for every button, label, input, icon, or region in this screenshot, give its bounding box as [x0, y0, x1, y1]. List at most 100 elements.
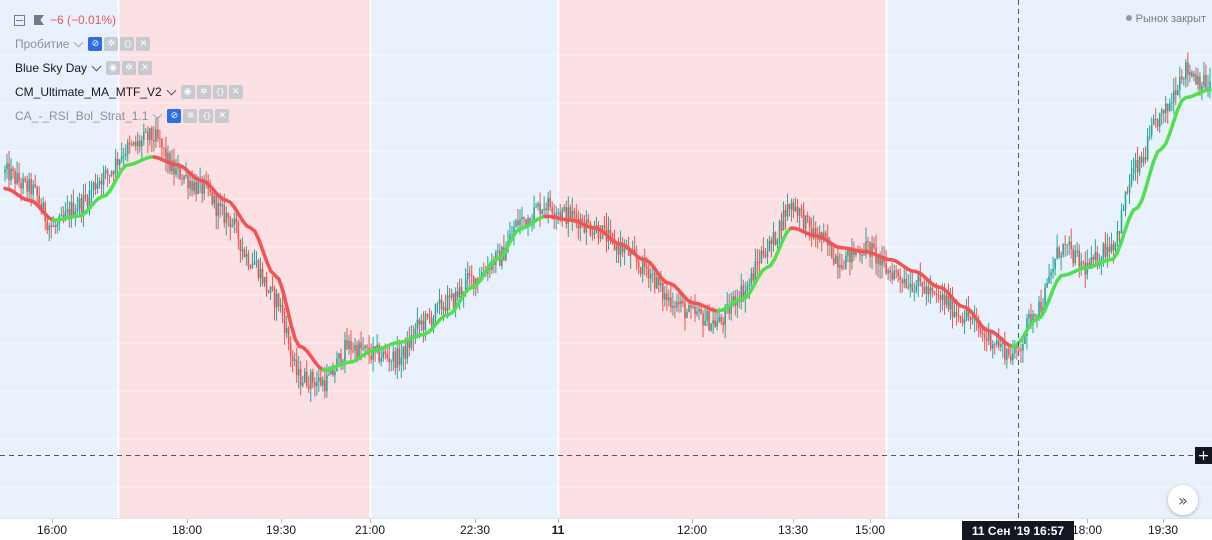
indicator-name[interactable]: CA_-_RSI_Bol_Strat_1.1 [15, 109, 149, 123]
candle-body [444, 307, 447, 312]
candle-body [68, 209, 71, 219]
ma-segment [1163, 131, 1172, 146]
candle-body [370, 355, 372, 360]
gear-icon[interactable]: ✲ [196, 85, 211, 99]
candle-body [778, 221, 781, 240]
ma-segment [1043, 298, 1051, 313]
candle-body [448, 295, 451, 298]
candle-body [1114, 242, 1117, 251]
candle-body [1028, 313, 1030, 319]
chevron-down-icon[interactable] [73, 37, 84, 48]
time-tick-label: 19:30 [1147, 523, 1179, 537]
candle-body [744, 291, 747, 300]
candle-body [1164, 103, 1167, 114]
candle-body [320, 377, 322, 386]
candle-body [899, 276, 902, 280]
candle-body [768, 240, 771, 252]
session-band [118, 0, 370, 518]
candle-body [987, 332, 990, 341]
indicator-name[interactable]: CM_Ultimate_MA_MTF_V2 [15, 85, 162, 99]
candle-body [869, 241, 871, 257]
candle-body [100, 180, 103, 185]
candle-body [621, 243, 624, 252]
candle-body [523, 217, 525, 220]
candle-body [283, 315, 286, 333]
candle-body [318, 377, 320, 382]
candle-body [537, 203, 539, 207]
price-chart[interactable] [0, 0, 1212, 518]
gear-icon[interactable]: ✲ [183, 109, 198, 123]
candle-body [1034, 314, 1036, 316]
collapse-icon[interactable] [14, 14, 25, 26]
eye-icon[interactable]: ◉ [180, 85, 195, 99]
close-icon[interactable]: ✕ [228, 85, 243, 99]
candle-body [655, 277, 658, 289]
eye-off-icon[interactable]: ⊘ [167, 109, 182, 123]
candle-body [388, 357, 391, 362]
candle-body [752, 273, 755, 281]
candle-body [259, 268, 262, 279]
candle-body [945, 295, 948, 305]
close-icon[interactable]: ✕ [136, 37, 151, 51]
candle-body [138, 140, 141, 147]
candle-body [390, 360, 393, 362]
candle-body [197, 182, 199, 194]
candle-body [949, 295, 952, 310]
candle-body [328, 374, 330, 376]
chevron-down-icon[interactable] [166, 85, 177, 96]
chevron-down-icon[interactable] [91, 61, 102, 72]
time-axis[interactable]: 16:00 18:00 19:30 21:00 22:30 11 12:00 13:30 15:… [0, 518, 1212, 540]
close-icon[interactable]: ✕ [138, 61, 153, 75]
indicator-name[interactable]: Blue Sky Day [15, 61, 88, 75]
scroll-to-realtime-button[interactable]: » [1168, 485, 1198, 515]
price-change: −6 (−0.01%) [50, 13, 117, 27]
flag-icon[interactable] [34, 15, 44, 25]
candle-body [311, 371, 314, 383]
close-icon[interactable]: ✕ [215, 109, 230, 123]
candle-body [1062, 243, 1064, 256]
candle-body [1070, 241, 1072, 250]
candle-body [1120, 210, 1123, 234]
candle-body [171, 160, 173, 172]
candle-body [253, 262, 256, 265]
candle-body [94, 182, 97, 189]
chevron-down-icon[interactable] [152, 109, 163, 120]
candle-body [1108, 246, 1111, 252]
candle-body [277, 293, 280, 307]
candle-body [547, 197, 549, 211]
indicator-name[interactable]: Пробитие [15, 37, 70, 51]
eye-off-icon[interactable]: ⊘ [88, 37, 103, 51]
candle-body [372, 346, 374, 360]
candle-body [1082, 261, 1085, 263]
candle-body [1128, 184, 1131, 193]
gear-icon[interactable]: ✲ [122, 61, 137, 75]
candle-body [1068, 241, 1070, 245]
candle-body [408, 340, 411, 348]
session-band [370, 0, 558, 518]
gear-icon[interactable]: ✲ [104, 37, 119, 51]
code-icon[interactable]: {} [212, 85, 227, 99]
code-icon[interactable]: {} [120, 37, 135, 51]
candle-body [96, 184, 99, 189]
candle-body [913, 290, 916, 292]
candle-body [649, 273, 652, 279]
time-tick-label: 11 [551, 523, 565, 537]
candle-body [895, 270, 897, 272]
candle-body [653, 273, 656, 289]
add-alert-plus-icon[interactable]: + [1195, 447, 1212, 464]
candle-body [859, 251, 861, 256]
candle-body [362, 348, 364, 350]
candle-body [364, 345, 366, 349]
candle-body [446, 295, 449, 312]
ma-segment [1119, 227, 1128, 244]
candle-body [867, 241, 869, 243]
candle-body [583, 225, 586, 233]
candle-body [617, 245, 620, 255]
time-tick-label: 15:00 [854, 523, 886, 537]
candle-body [676, 301, 678, 308]
code-icon[interactable]: {} [199, 109, 214, 123]
candle-body [86, 197, 89, 207]
candle-body [553, 213, 555, 217]
eye-icon[interactable]: ◉ [106, 61, 121, 75]
